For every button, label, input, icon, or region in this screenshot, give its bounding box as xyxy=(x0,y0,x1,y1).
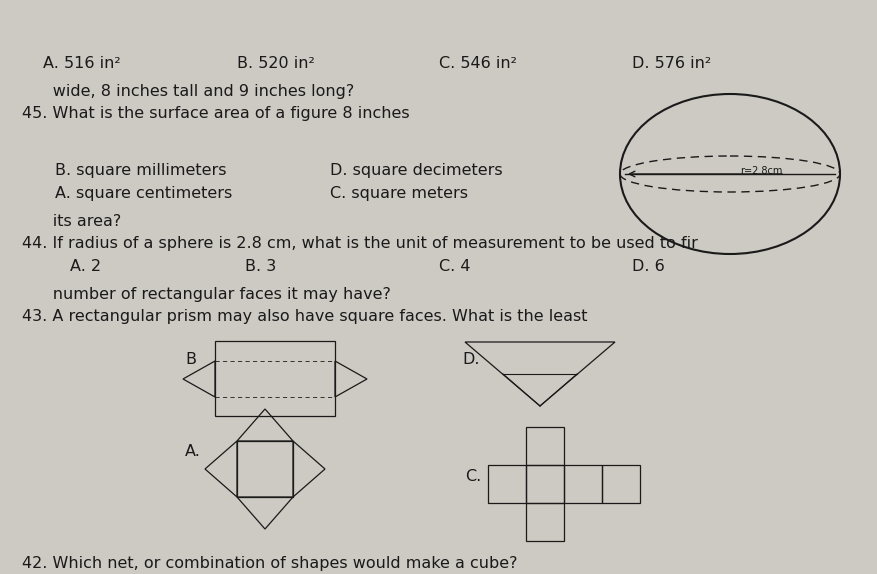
Text: B. square millimeters: B. square millimeters xyxy=(55,163,226,178)
Text: its area?: its area? xyxy=(22,214,121,229)
Text: 43. A rectangular prism may also have square faces. What is the least: 43. A rectangular prism may also have sq… xyxy=(22,309,587,324)
Text: A. 2: A. 2 xyxy=(70,259,101,274)
Text: A.: A. xyxy=(185,444,201,459)
Text: C. 4: C. 4 xyxy=(438,259,470,274)
Bar xyxy=(237,441,293,497)
Text: C. 546 in²: C. 546 in² xyxy=(438,56,517,71)
Bar xyxy=(525,503,563,541)
Text: 45. What is the surface area of a figure 8 inches: 45. What is the surface area of a figure… xyxy=(22,106,410,121)
Text: B. 3: B. 3 xyxy=(245,259,276,274)
Text: A. 516 in²: A. 516 in² xyxy=(43,56,120,71)
Bar xyxy=(525,427,563,465)
Text: 44. If radius of a sphere is 2.8 cm, what is the unit of measurement to be used : 44. If radius of a sphere is 2.8 cm, wha… xyxy=(22,236,697,251)
Text: B. 520 in²: B. 520 in² xyxy=(237,56,314,71)
Bar xyxy=(488,465,525,503)
Text: B: B xyxy=(185,352,196,367)
Bar xyxy=(525,465,563,503)
Bar xyxy=(215,341,335,416)
Text: C.: C. xyxy=(465,469,481,484)
Text: 42. Which net, or combination of shapes would make a cube?: 42. Which net, or combination of shapes … xyxy=(22,556,517,571)
Text: r=2.8cm: r=2.8cm xyxy=(739,166,781,176)
Text: D. 6: D. 6 xyxy=(631,259,664,274)
Text: A. square centimeters: A. square centimeters xyxy=(55,186,232,201)
Text: wide, 8 inches tall and 9 inches long?: wide, 8 inches tall and 9 inches long? xyxy=(22,84,353,99)
Bar xyxy=(602,465,639,503)
Text: D.: D. xyxy=(461,352,479,367)
Text: number of rectangular faces it may have?: number of rectangular faces it may have? xyxy=(22,287,390,302)
Text: D. 576 in²: D. 576 in² xyxy=(631,56,710,71)
Bar xyxy=(563,465,602,503)
Text: D. square decimeters: D. square decimeters xyxy=(330,163,502,178)
Text: C. square meters: C. square meters xyxy=(330,186,467,201)
